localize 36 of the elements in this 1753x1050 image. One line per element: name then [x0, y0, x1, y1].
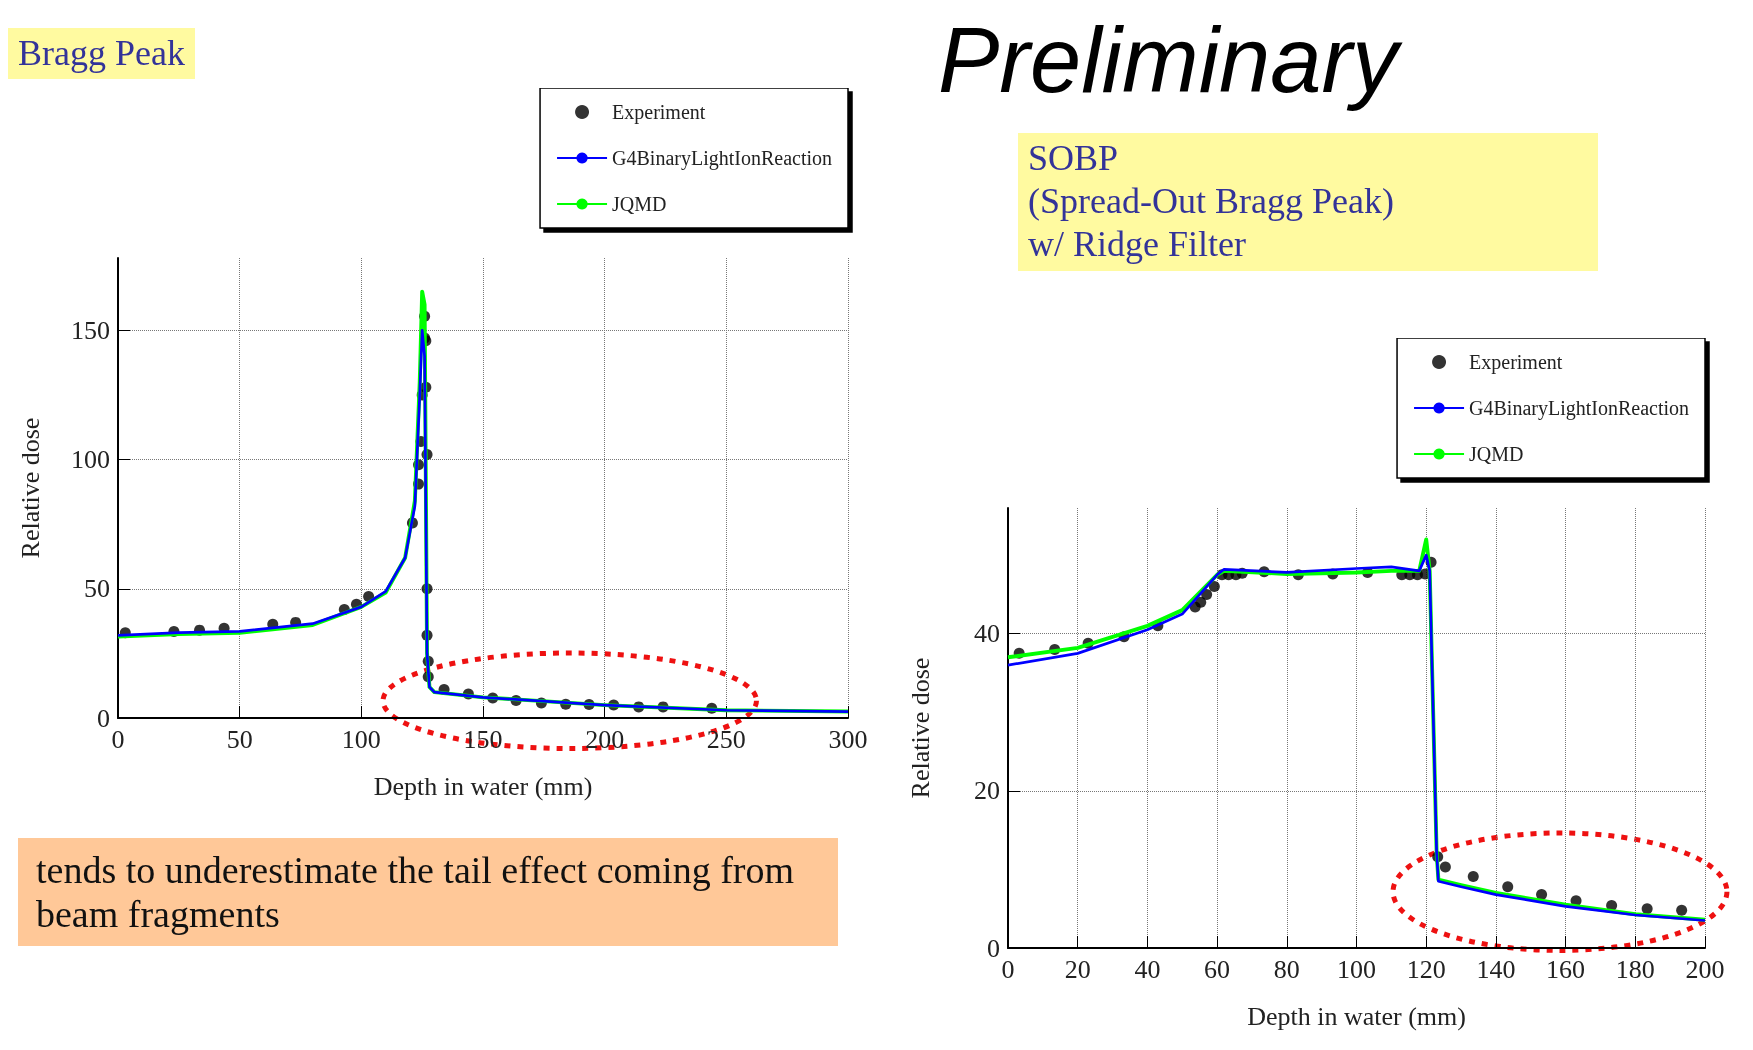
- x-tick-label: 180: [1615, 954, 1655, 984]
- legend-label: JQMD: [1469, 443, 1524, 465]
- x-tick-label: 150: [463, 724, 503, 754]
- x-tick-label: 80: [1273, 954, 1300, 984]
- legend-label: G4BinaryLightIonReaction: [612, 147, 832, 170]
- legend-label: JQMD: [612, 193, 667, 215]
- chart-title: Bragg Peak: [8, 28, 195, 80]
- x-tick-label: 140: [1476, 954, 1516, 984]
- y-tick-label: 0: [97, 703, 110, 733]
- x-tick-label: 100: [1337, 954, 1376, 984]
- x-tick-label: 60: [1204, 954, 1231, 984]
- y-tick-label: 40: [974, 619, 1000, 649]
- y-axis-title: Relative dose: [15, 417, 45, 559]
- text: tends to underestimate the tail effect coming from beam fragments: [18, 838, 838, 946]
- y-axis-title: Relative dose: [905, 657, 935, 799]
- y-tick-label: 100: [71, 445, 110, 475]
- x-tick-label: 40: [1134, 954, 1161, 984]
- legend-label: Experiment: [612, 101, 706, 124]
- x-axis-title: Depth in water (mm): [373, 771, 593, 801]
- x-tick-label: 250: [706, 724, 746, 754]
- x-tick-label: 300: [828, 724, 868, 754]
- x-tick-label: 160: [1546, 954, 1586, 984]
- chart-subtitle: SOBP (Spread-Out Bragg Peak) w/ Ridge Filter: [1018, 133, 1598, 271]
- legend-label: G4BinaryLightIonReaction: [1469, 397, 1689, 420]
- x-axis-title: Depth in water (mm): [1247, 1001, 1466, 1031]
- x-tick-label: 20: [1064, 954, 1091, 984]
- y-tick-label: 20: [974, 776, 1000, 806]
- x-tick-label: 200: [1685, 954, 1725, 984]
- y-tick-label: 150: [71, 315, 110, 345]
- x-tick-label: 120: [1406, 954, 1446, 984]
- x-tick-label: 50: [226, 724, 253, 754]
- y-tick-label: 0: [987, 933, 1000, 963]
- x-tick-label: 200: [585, 724, 625, 754]
- legend-label: Experiment: [1469, 351, 1563, 374]
- x-tick-label: 100: [341, 724, 381, 754]
- y-tick-label: 50: [84, 574, 110, 604]
